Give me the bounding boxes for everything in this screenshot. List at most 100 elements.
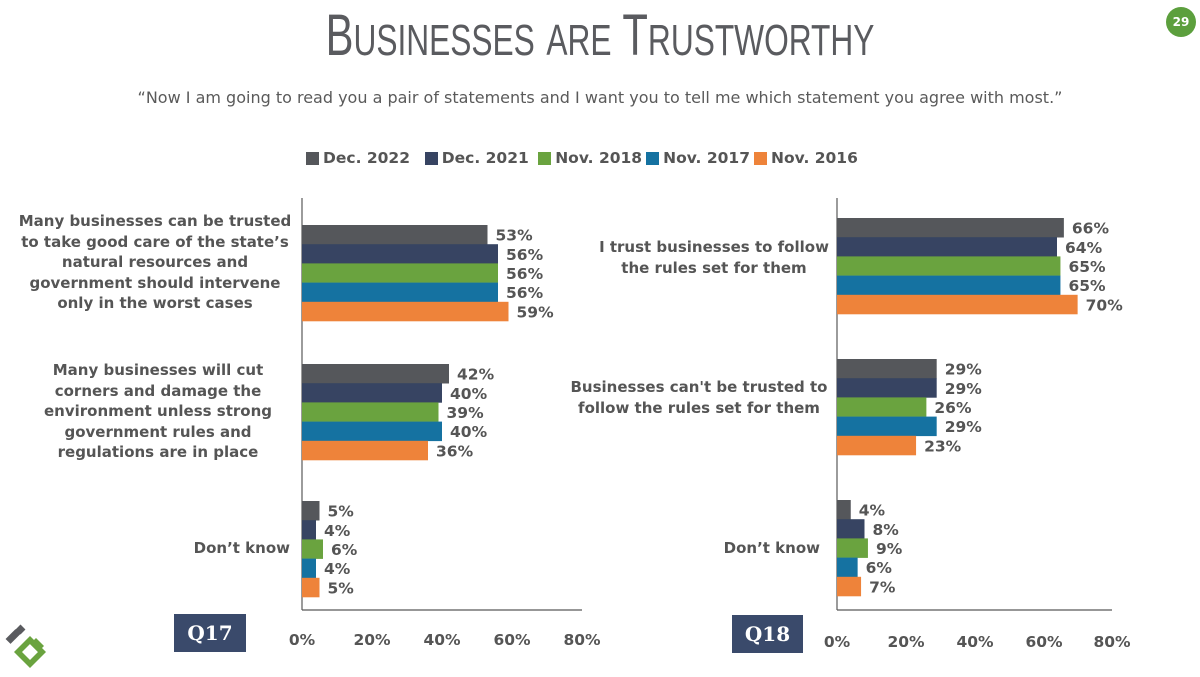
q17-data-label: 4% bbox=[324, 522, 351, 540]
q18-data-label: 70% bbox=[1086, 296, 1124, 314]
q17-x-tick-label: 40% bbox=[423, 631, 461, 649]
q17-data-label: 5% bbox=[328, 503, 355, 521]
q18-x-tick-label: 80% bbox=[1093, 633, 1131, 651]
legend-item: Nov. 2017 bbox=[646, 149, 750, 167]
q18-data-label: 8% bbox=[873, 521, 900, 539]
legend-label: Dec. 2021 bbox=[441, 149, 529, 167]
q17-data-label: 56% bbox=[506, 265, 544, 283]
legend-swatch bbox=[424, 151, 438, 165]
q17-bar bbox=[302, 440, 428, 461]
q18-bar bbox=[837, 500, 851, 520]
chart-legend: Dec. 2022 Dec. 2021 Nov. 2018 Nov. 2017 … bbox=[306, 149, 862, 167]
q17-category-label-1: Many businesses can be trusted to take g… bbox=[18, 212, 292, 312]
legend-label: Dec. 2022 bbox=[323, 149, 410, 167]
legend-swatch bbox=[306, 151, 319, 165]
q18-data-label: 7% bbox=[869, 578, 896, 596]
q17-bar bbox=[302, 244, 498, 264]
q18-data-label: 6% bbox=[866, 559, 893, 577]
q17-category-label-2: Many businesses will cut corners and dam… bbox=[44, 361, 272, 461]
q18-bar bbox=[837, 576, 862, 597]
q18-data-label: 65% bbox=[1068, 277, 1106, 295]
company-logo bbox=[5, 624, 46, 668]
legend-swatch bbox=[538, 151, 552, 165]
legend-label: Nov. 2016 bbox=[770, 149, 858, 167]
q18-x-tick-label: 40% bbox=[956, 633, 994, 651]
q17-bar bbox=[302, 520, 316, 540]
q18-data-label: 9% bbox=[876, 540, 903, 558]
legend-item: Dec. 2022 bbox=[306, 149, 421, 167]
q17-bar bbox=[302, 282, 498, 303]
q18-bar bbox=[837, 519, 865, 539]
q18-category-label-2: Businesses can't be trusted to follow th… bbox=[570, 378, 828, 417]
q18-bar bbox=[837, 275, 1061, 296]
q18-data-label: 29% bbox=[945, 380, 983, 398]
title-word-2: ARE bbox=[546, 16, 612, 65]
q18-bar bbox=[837, 538, 868, 558]
q17-badge: Q17 bbox=[174, 614, 246, 652]
logo-icon bbox=[5, 624, 46, 668]
q18-badge: Q18 bbox=[732, 615, 803, 653]
q17-data-label: 42% bbox=[457, 366, 495, 384]
q17-data-label: 5% bbox=[328, 579, 355, 597]
q18-x-tick-label: 20% bbox=[887, 633, 925, 651]
q17-category-label-3: Don’t know bbox=[193, 539, 290, 557]
q18-bar bbox=[837, 359, 937, 379]
q18-bar bbox=[837, 378, 937, 398]
page-number-badge: 29 bbox=[1166, 7, 1196, 37]
legend-swatch bbox=[753, 151, 767, 165]
q17-bar bbox=[302, 364, 449, 384]
q18-bar bbox=[837, 397, 927, 417]
q17-bar bbox=[302, 421, 442, 442]
legend-item: Nov. 2018 bbox=[538, 149, 642, 167]
q17-data-label: 36% bbox=[436, 442, 474, 460]
q18-data-label: 66% bbox=[1072, 220, 1110, 238]
q17-x-tick-label: 80% bbox=[563, 631, 601, 649]
q18-data-label: 26% bbox=[934, 399, 972, 417]
q17-data-label: 53% bbox=[496, 227, 534, 245]
q17-bar bbox=[302, 558, 316, 579]
legend-item: Dec. 2021 bbox=[424, 149, 534, 167]
q18-category-label-1: I trust businesses to follow the rules s… bbox=[599, 238, 829, 277]
title-word-1: USINESSES bbox=[353, 16, 535, 65]
q18-data-label: 23% bbox=[924, 437, 962, 455]
q17-data-label: 56% bbox=[506, 246, 544, 264]
q18-x-tick-label: 60% bbox=[1025, 633, 1063, 651]
q18-category-label-3: Don’t know bbox=[723, 539, 820, 557]
q17-x-tick-label: 0% bbox=[289, 631, 316, 649]
q18-bar bbox=[837, 256, 1061, 276]
legend-item: Nov. 2016 bbox=[753, 149, 858, 167]
q18-x-tick-label: 0% bbox=[824, 633, 851, 651]
q18-bar bbox=[837, 218, 1064, 238]
q17-bar bbox=[302, 383, 442, 403]
legend-swatch bbox=[646, 151, 660, 165]
q17-bar bbox=[302, 263, 498, 283]
q18-bar bbox=[837, 435, 917, 456]
question-subtitle: “Now I am going to read you a pair of st… bbox=[137, 88, 1063, 107]
q17-data-label: 39% bbox=[447, 404, 485, 422]
q18-bar bbox=[837, 416, 937, 437]
q17-x-tick-label: 60% bbox=[493, 631, 531, 649]
legend-label: Nov. 2018 bbox=[555, 149, 643, 167]
q18-bar bbox=[837, 557, 858, 578]
title-cap-3: T bbox=[622, 3, 648, 68]
q18-data-label: 65% bbox=[1068, 258, 1106, 276]
title-cap-1: B bbox=[325, 3, 354, 68]
q17-data-label: 4% bbox=[324, 560, 351, 578]
q17-bar bbox=[302, 539, 323, 559]
q17-data-label: 59% bbox=[517, 303, 555, 321]
q17-data-label: 6% bbox=[331, 541, 358, 559]
q17-bar bbox=[302, 225, 488, 245]
q18-bar bbox=[837, 237, 1057, 257]
legend-label: Nov. 2017 bbox=[663, 149, 750, 167]
q18-data-label: 4% bbox=[859, 502, 886, 520]
q17-bar bbox=[302, 501, 320, 521]
q18-data-label: 29% bbox=[945, 418, 983, 436]
q17-bar bbox=[302, 402, 439, 422]
q17-bar bbox=[302, 301, 509, 322]
q18-data-label: 29% bbox=[945, 361, 983, 379]
title-word-3: RUSTWORTHY bbox=[647, 16, 875, 65]
q18-data-label: 64% bbox=[1065, 239, 1103, 257]
q18-bar bbox=[837, 294, 1078, 315]
q17-data-label: 40% bbox=[450, 423, 488, 441]
